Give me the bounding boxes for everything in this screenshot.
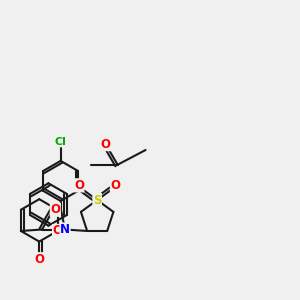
Text: O: O bbox=[110, 179, 120, 192]
Text: O: O bbox=[34, 253, 44, 266]
Text: O: O bbox=[50, 203, 60, 216]
Text: N: N bbox=[60, 223, 70, 236]
Text: O: O bbox=[74, 179, 84, 192]
Text: Cl: Cl bbox=[55, 137, 67, 147]
Text: O: O bbox=[52, 224, 63, 238]
Text: S: S bbox=[93, 194, 101, 207]
Text: O: O bbox=[101, 138, 111, 151]
